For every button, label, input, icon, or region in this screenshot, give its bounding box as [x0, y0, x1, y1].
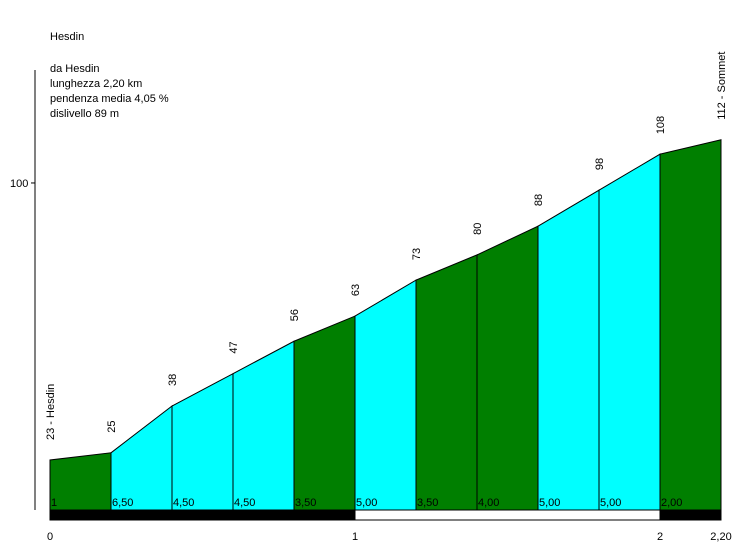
elevation-label: 38: [167, 374, 179, 386]
gradient-label: 2,00: [661, 497, 682, 509]
elevation-label: 112 - Sommet: [716, 52, 728, 120]
gradient-label: 5,00: [600, 497, 621, 509]
gradient-label: 5,00: [356, 497, 377, 509]
elevation-label: 98: [594, 158, 606, 170]
x-tick-label: 2,20: [710, 531, 731, 543]
info-line: lunghezza 2,20 km: [50, 78, 142, 90]
segment: [659, 139, 722, 511]
gradient-label: 4,50: [173, 497, 194, 509]
elevation-label: 23 - Hesdin: [45, 384, 57, 440]
x-tick-label: 2: [657, 531, 663, 543]
chart-title: Hesdin: [50, 31, 84, 43]
gradient-label: 1: [51, 497, 57, 509]
elevation-label: 108: [655, 116, 667, 134]
gradient-label: 5,00: [539, 497, 560, 509]
info-line: dislivello 89 m: [50, 108, 119, 120]
info-line: pendenza media 4,05 %: [50, 93, 169, 105]
x-tick-label: 0: [47, 531, 53, 543]
segment: [49, 452, 112, 511]
km-bar: [354, 509, 661, 521]
segment: [415, 254, 478, 511]
segment: [476, 225, 539, 511]
segment: [293, 315, 356, 511]
elevation-label: 80: [472, 223, 484, 235]
gradient-label: 3,50: [295, 497, 316, 509]
elevation-label: 47: [228, 341, 240, 353]
km-bar: [659, 509, 722, 521]
km-bar: [49, 509, 356, 521]
gradient-label: 4,50: [234, 497, 255, 509]
elevation-label: 56: [289, 309, 301, 321]
segment: [354, 279, 417, 511]
elevation-label: 25: [106, 421, 118, 433]
x-tick-label: 1: [352, 531, 358, 543]
elevation-label: 73: [411, 248, 423, 260]
gradient-label: 3,50: [417, 497, 438, 509]
segment: [598, 153, 661, 511]
gradient-label: 6,50: [112, 497, 133, 509]
elevation-label: 63: [350, 284, 362, 296]
info-line: da Hesdin: [50, 63, 100, 75]
segment: [537, 189, 600, 511]
elevation-label: 88: [533, 194, 545, 206]
gradient-label: 4,00: [478, 497, 499, 509]
y-tick-label: 100: [10, 178, 28, 190]
